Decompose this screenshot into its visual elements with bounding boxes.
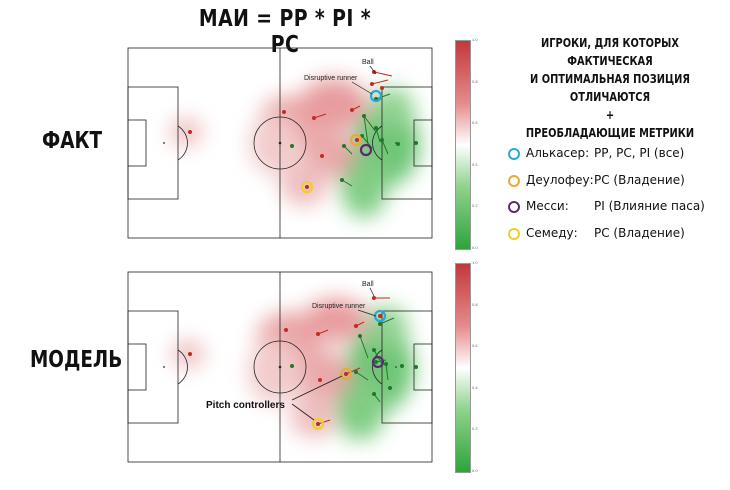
row-label-model: МОДЕЛЬ (30, 347, 123, 373)
colorbar-tick-label: 0.4 (472, 384, 478, 390)
colorbar-tick-label: 0.8 (472, 301, 478, 307)
deulofeu-ring-fact (349, 133, 363, 147)
ball-label-model: Ball (362, 281, 374, 288)
colorbar-tick-label: 0.8 (472, 78, 478, 84)
heatmap-fact (170, 78, 420, 218)
colorbar-tick-label: 0.6 (472, 120, 478, 126)
deulofeu-ring-icon (508, 175, 520, 187)
colorbar-tick-label: 0.2 (472, 203, 478, 209)
messi-ring-icon (508, 201, 520, 213)
disruptive-runner-label-fact: Disruptive runner (304, 75, 358, 82)
colorbar-model (455, 263, 471, 473)
semedo-ring-fact (300, 180, 314, 194)
colorbar-tick-label: 1.0 (472, 260, 478, 265)
formula-title: МАИ = PP * PI * PC (198, 6, 372, 58)
players-model (188, 296, 418, 431)
legend-heading: ИГРОКИ, ДЛЯ КОТОРЫХ ФАКТИЧЕСКАЯ И ОПТИМА… (525, 36, 695, 140)
ball-label-fact: Ball (362, 59, 374, 66)
colorbar-tick-label: 0.4 (472, 161, 478, 167)
messi-ring-fact (359, 143, 373, 157)
disruptive-runner-label-model: Disruptive runner (312, 303, 366, 310)
deulofeu-ring-model (339, 367, 353, 381)
pitch-model: Ball Disruptive runner Pitch controllers (127, 271, 433, 463)
colorbar-tick-label: 1.0 (472, 37, 478, 42)
pitch-lines-fact (127, 47, 433, 239)
semedo-ring-model (311, 417, 325, 431)
row-label-fact: ФАКТ (42, 128, 103, 154)
colorbar-tick-label: 0.2 (472, 426, 478, 432)
colorbar-fact (455, 40, 471, 250)
messi-ring-model (371, 355, 385, 369)
pitch-controllers-label: Pitch controllers (206, 400, 285, 411)
semedo-ring-icon (508, 228, 520, 240)
alcacer-ring-icon (508, 148, 520, 160)
pitch-fact: Ball Disruptive runner (127, 47, 433, 239)
alcacer-ring-fact (369, 89, 383, 103)
heatmap-model (172, 298, 414, 440)
colorbar-tick-label: 0.0 (472, 468, 478, 473)
players-fact (188, 70, 418, 194)
colorbar-tick-label: 0.0 (472, 245, 478, 250)
colorbar-tick-label: 0.6 (472, 343, 478, 349)
